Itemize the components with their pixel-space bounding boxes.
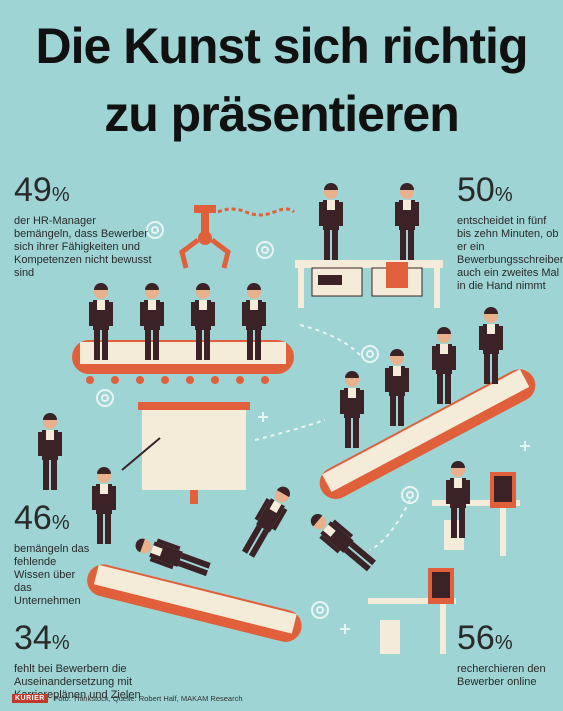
stat-block-56: 56% recherchieren den Bewerber online (457, 620, 557, 689)
page-title-line1: Die Kunst sich richtig (35, 18, 529, 74)
stat-percentage: 34% (14, 619, 70, 657)
stat-percentage: 50% (457, 171, 513, 209)
crane-claw (179, 205, 296, 269)
kurier-logo: KURIER (12, 694, 48, 703)
interview-desk (295, 260, 443, 308)
stat-percentage: 49% (14, 171, 70, 209)
stat-description: entscheidet in fünf bis zehn Minuten, ob… (457, 215, 563, 292)
stat-description: bemängeln das fehlende Wissen über das U… (14, 543, 90, 607)
photo-source-credit: Foto: Thinkstock, Quelle: Robert Half, M… (53, 694, 243, 703)
top-conveyor (72, 340, 294, 384)
page-title-line2: zu präsentieren (104, 86, 460, 142)
presentation-board (121, 402, 250, 504)
stat-block-49: 49% der HR-Manager bemängeln, dass Bewer… (14, 172, 154, 280)
stat-percentage: 56% (457, 619, 513, 657)
decorative-circles (96, 221, 419, 619)
stat-block-50: 50% entscheidet in fünf bis zehn Minuten… (457, 171, 563, 293)
dotted-paths (254, 324, 411, 551)
stat-description: der HR-Manager bemängeln, dass Bewerber … (14, 215, 152, 279)
computer-desk-lower (368, 568, 456, 654)
stat-percentage: 46% (14, 499, 70, 537)
footer: KURIER Foto: Thinkstock, Quelle: Robert … (12, 694, 243, 703)
diagonal-conveyor-right (319, 369, 536, 499)
stat-description: recherchieren den Bewerber online (457, 663, 546, 688)
stat-block-34: 34% fehlt bei Bewerbern die Auseinanders… (14, 620, 164, 702)
lower-conveyor (87, 564, 302, 642)
stat-block-46: 46% bemängeln das fehlende Wissen über d… (14, 500, 94, 608)
stat-description: fehlt bei Bewerbern die Auseinandersetzu… (14, 663, 141, 701)
computer-desk-upper (432, 472, 520, 556)
